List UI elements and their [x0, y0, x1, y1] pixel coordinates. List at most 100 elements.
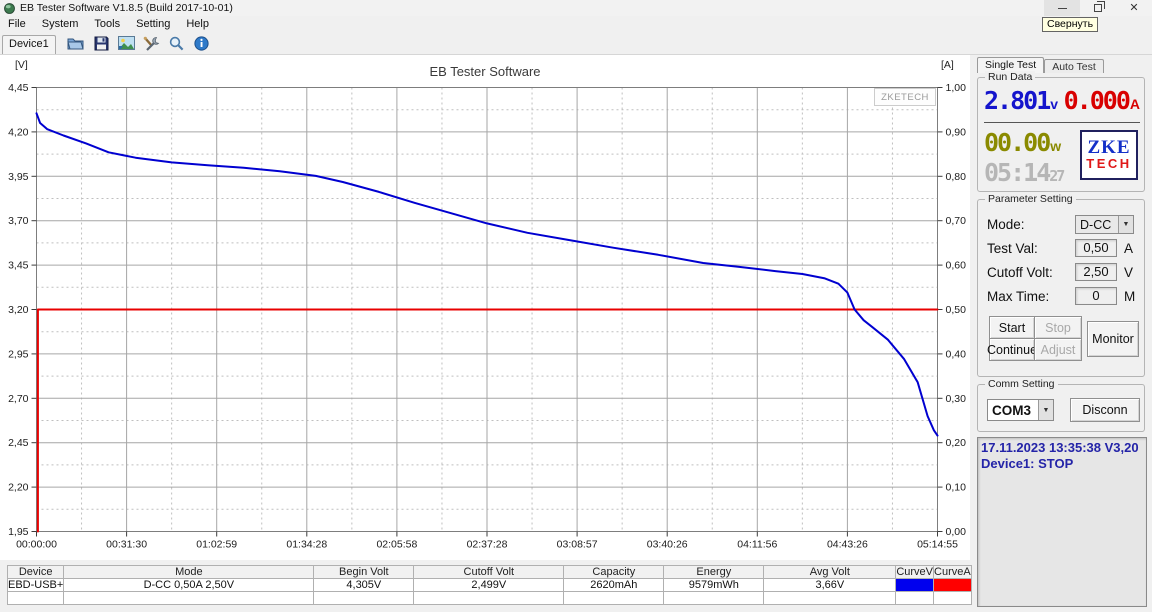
col-curve-a: CurveA	[933, 565, 972, 579]
svg-text:0,10: 0,10	[946, 482, 967, 494]
col-device: Device	[6, 565, 65, 579]
stop-button[interactable]: Stop	[1034, 316, 1082, 339]
svg-text:2,70: 2,70	[8, 393, 29, 405]
menu-tools[interactable]: Tools	[94, 18, 121, 30]
svg-text:01:34:28: 01:34:28	[286, 539, 327, 551]
test-val-field[interactable]: 0,50	[1075, 239, 1117, 257]
svg-text:03:40:26: 03:40:26	[647, 539, 688, 551]
start-button[interactable]: Start	[989, 316, 1035, 339]
table-header-row: Device Mode Begin Volt Cutoff Volt Capac…	[6, 565, 972, 579]
col-avg-volt: Avg Volt	[763, 565, 897, 579]
cutoff-volt-cell: 2,499V	[413, 578, 565, 592]
svg-text:02:05:58: 02:05:58	[376, 539, 417, 551]
svg-text:0,90: 0,90	[946, 126, 967, 138]
curve-v-swatch	[895, 578, 935, 592]
col-energy: Energy	[663, 565, 765, 579]
zoom-button[interactable]	[164, 33, 189, 54]
energy-cell: 9579mWh	[663, 578, 765, 592]
restore-button[interactable]	[1080, 0, 1116, 16]
tab-auto-test[interactable]: Auto Test	[1044, 59, 1104, 73]
voltage-display: 2.801	[984, 86, 1051, 115]
app-icon	[4, 2, 15, 14]
max-time-row: Max Time: 0 M	[987, 286, 1139, 306]
table-row-empty	[6, 591, 972, 605]
comm-setting-legend: Comm Setting	[985, 378, 1058, 390]
col-curve-v: CurveV	[895, 565, 935, 579]
col-mode: Mode	[63, 565, 315, 579]
log-line: Device1: STOP	[981, 456, 1074, 472]
zke-tech-logo: ZKE TECH	[1080, 130, 1138, 180]
open-file-button[interactable]	[64, 33, 89, 54]
svg-text:03:08:57: 03:08:57	[557, 539, 598, 551]
menu-system[interactable]: System	[41, 18, 79, 30]
menu-file[interactable]: File	[8, 18, 26, 30]
com-port-dropdown[interactable]: COM3 ▼	[987, 399, 1054, 421]
svg-text:3,70: 3,70	[8, 215, 29, 227]
continue-button[interactable]: Continue	[987, 338, 1037, 361]
svg-text:0,20: 0,20	[946, 437, 967, 449]
close-button[interactable]: ✕	[1116, 0, 1152, 16]
svg-text:1,00: 1,00	[946, 82, 967, 94]
chevron-down-icon[interactable]: ▼	[1118, 215, 1133, 233]
col-begin-volt: Begin Volt	[313, 565, 415, 579]
chevron-down-icon[interactable]: ▼	[1038, 400, 1053, 420]
svg-text:2,45: 2,45	[8, 437, 29, 449]
power-unit: w	[1050, 138, 1062, 154]
log-line: 17.11.2023 13:35:38 V3,20	[981, 440, 1139, 455]
begin-volt-cell: 4,305V	[313, 578, 415, 592]
parameter-setting-group: Parameter Setting Mode: D-CC ▼ Test Val:…	[977, 193, 1145, 377]
save-icon	[94, 36, 109, 50]
info-button[interactable]	[189, 33, 214, 54]
monitor-button[interactable]: Monitor	[1087, 321, 1139, 357]
disconnect-button[interactable]: Disconn	[1070, 398, 1140, 422]
toolbar: Device1	[0, 32, 1152, 55]
minimize-icon	[1057, 7, 1067, 9]
menu-setting[interactable]: Setting	[136, 18, 171, 30]
svg-text:2,20: 2,20	[8, 482, 29, 494]
svg-text:3,95: 3,95	[8, 171, 29, 183]
run-data-separator	[984, 122, 1140, 123]
tech-logo-text: TECH	[1086, 156, 1132, 172]
mode-label: Mode:	[987, 216, 1025, 232]
device1-tab[interactable]: Device1	[2, 34, 56, 54]
table-row: EBD-USB+ D-CC 0,50A 2,50V 4,305V 2,499V …	[6, 578, 972, 592]
tab-single-test[interactable]: Single Test	[977, 57, 1045, 73]
menu-help[interactable]: Help	[186, 18, 209, 30]
save-button[interactable]	[89, 33, 114, 54]
svg-text:0,50: 0,50	[946, 304, 967, 316]
time-display: 05:14	[984, 158, 1051, 187]
close-icon: ✕	[1129, 1, 1139, 14]
test-tabs: Single Test Auto Test	[977, 57, 1104, 73]
svg-text:0,80: 0,80	[946, 171, 967, 183]
restore-icon	[1094, 1, 1105, 12]
run-data-power: 00.00 w	[984, 130, 1061, 155]
tools-button[interactable]	[139, 33, 164, 54]
minimize-button[interactable]	[1044, 0, 1080, 16]
zketech-watermark: ZKETECH	[874, 88, 936, 106]
log-output[interactable]: 17.11.2023 13:35:38 V3,20 Device1: STOP	[977, 437, 1147, 607]
svg-text:0,30: 0,30	[946, 393, 967, 405]
cutoff-volt-unit: V	[1124, 264, 1134, 280]
comm-setting-group: Comm Setting COM3 ▼ Disconn	[977, 378, 1145, 432]
svg-text:04:11:56: 04:11:56	[737, 539, 777, 551]
svg-text:4,45: 4,45	[8, 82, 29, 94]
export-image-button[interactable]	[114, 33, 139, 54]
discharge-chart: 4,45 4,20 3,95 3,70 3,45 3,20 2,95 2,70 2,45 2,20…	[8, 82, 967, 551]
svg-text:00:00:00: 00:00:00	[16, 539, 57, 551]
menu-bar: File System Tools Setting Help	[0, 16, 1152, 32]
mode-dropdown[interactable]: D-CC ▼	[1075, 214, 1134, 234]
col-capacity: Capacity	[563, 565, 665, 579]
zoom-icon	[169, 36, 184, 50]
time-seconds-display: 27	[1049, 167, 1065, 185]
cutoff-volt-field[interactable]: 2,50	[1075, 263, 1117, 281]
current-display: 0.000	[1063, 86, 1131, 115]
test-val-label: Test Val:	[987, 240, 1038, 256]
max-time-field[interactable]: 0	[1075, 287, 1117, 305]
zke-logo-text: ZKE	[1087, 137, 1131, 159]
run-data-time: 05:14 27	[984, 158, 1065, 187]
adjust-button[interactable]: Adjust	[1034, 338, 1082, 361]
test-val-row: Test Val: 0,50 A	[987, 238, 1139, 258]
svg-text:00:31:30: 00:31:30	[106, 539, 147, 551]
run-data-legend: Run Data	[985, 71, 1036, 83]
max-time-label: Max Time:	[987, 288, 1050, 304]
